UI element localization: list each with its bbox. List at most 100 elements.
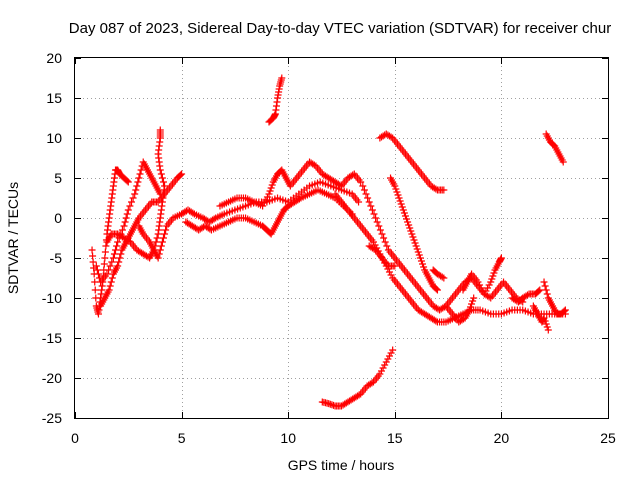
data-point-marker: [364, 194, 372, 202]
data-point-marker: [161, 182, 169, 190]
data-point-marker: [398, 203, 406, 211]
y-axis-ticks: -25 -20 -15 -10 -5 0 5 10 15 20: [42, 50, 608, 426]
data-point-marker: [543, 323, 551, 331]
data-markers: [88, 74, 569, 410]
data-point-marker: [117, 250, 125, 258]
data-point-marker: [416, 254, 424, 262]
data-point-marker: [432, 185, 440, 193]
y-tick-label: 5: [54, 170, 62, 186]
data-point-marker: [108, 258, 116, 266]
data-point-marker: [154, 254, 162, 262]
y-tick-label: 20: [46, 50, 62, 66]
series-track-l: [429, 266, 448, 282]
data-point-marker: [136, 170, 144, 178]
data-point-marker: [114, 262, 122, 270]
data-point-marker: [474, 278, 482, 286]
data-point-marker: [156, 126, 164, 134]
data-point-marker: [101, 248, 109, 256]
series-track-t: [542, 130, 567, 166]
data-point-marker: [477, 284, 485, 292]
data-point-marker: [157, 170, 165, 178]
y-axis-label: SDTVAR / TECUs: [5, 182, 21, 294]
data-point-marker: [114, 238, 122, 246]
data-point-marker: [560, 307, 568, 315]
series-track-s: [376, 130, 448, 194]
data-point-marker: [115, 258, 123, 266]
data-point-marker: [177, 171, 185, 179]
data-point-marker: [408, 230, 416, 238]
data-point-marker: [375, 222, 383, 230]
data-point-marker: [407, 227, 415, 235]
data-point-marker: [394, 191, 402, 199]
series-track-e: [135, 178, 363, 262]
data-point-marker: [118, 226, 126, 234]
data-point-marker: [131, 190, 139, 198]
data-point-marker: [381, 238, 389, 246]
data-point-marker: [379, 364, 387, 372]
data-point-marker: [484, 284, 492, 292]
data-point-marker: [536, 286, 544, 294]
series-track-j: [387, 174, 441, 294]
data-point-marker: [295, 195, 303, 203]
data-point-marker: [106, 262, 114, 270]
x-tick-label: 25: [600, 430, 616, 446]
data-point-marker: [559, 158, 567, 166]
data-point-marker: [419, 260, 427, 268]
x-tick-label: 15: [387, 430, 403, 446]
x-tick-label: 20: [494, 430, 510, 446]
data-point-marker: [265, 190, 273, 198]
data-point-marker: [94, 270, 102, 278]
x-tick-label: 0: [71, 430, 79, 446]
data-point-marker: [107, 278, 115, 286]
data-point-marker: [406, 224, 414, 232]
data-point-marker: [561, 306, 569, 314]
data-point-marker: [387, 271, 395, 279]
data-point-marker: [112, 246, 120, 254]
data-point-marker: [524, 291, 532, 299]
data-point-marker: [485, 293, 493, 301]
data-point-marker: [260, 199, 268, 207]
y-tick-label: -10: [42, 290, 62, 306]
data-point-marker: [465, 306, 473, 314]
data-point-marker: [410, 236, 418, 244]
data-point-marker: [266, 187, 274, 195]
data-point-marker: [411, 239, 419, 247]
data-point-marker: [440, 303, 448, 311]
series-track-p: [529, 302, 552, 334]
data-point-marker: [127, 198, 135, 206]
data-point-marker: [133, 182, 141, 190]
data-point-marker: [376, 226, 384, 234]
data-point-marker: [359, 182, 367, 190]
data-point-marker: [106, 282, 114, 290]
data-point-marker: [370, 245, 378, 253]
data-point-marker: [489, 272, 497, 280]
data-point-marker: [488, 275, 496, 283]
data-point-marker: [120, 222, 128, 230]
data-point-marker: [110, 250, 118, 258]
y-tick-label: 10: [46, 130, 62, 146]
data-point-marker: [109, 254, 117, 262]
data-point-marker: [543, 290, 551, 298]
y-tick-label: -25: [42, 410, 62, 426]
data-point-marker: [105, 266, 113, 274]
data-point-marker: [487, 278, 495, 286]
data-point-marker: [365, 198, 373, 206]
y-tick-label: 15: [46, 90, 62, 106]
data-point-marker: [102, 242, 110, 250]
data-point-marker: [385, 268, 393, 276]
series-track-g: [216, 158, 365, 210]
data-point-marker: [113, 242, 121, 250]
data-point-marker: [116, 254, 124, 262]
data-point-marker: [535, 287, 543, 295]
data-point-marker: [468, 300, 476, 308]
data-point-marker: [393, 188, 401, 196]
data-point-marker: [414, 248, 422, 256]
data-point-marker: [89, 252, 97, 260]
data-point-marker: [412, 242, 420, 250]
data-point-marker: [399, 206, 407, 214]
data-point-marker: [420, 263, 428, 271]
data-point-marker: [189, 209, 197, 217]
series-track-o: [508, 286, 544, 306]
grid-lines: [75, 58, 608, 418]
data-point-marker: [355, 198, 363, 206]
